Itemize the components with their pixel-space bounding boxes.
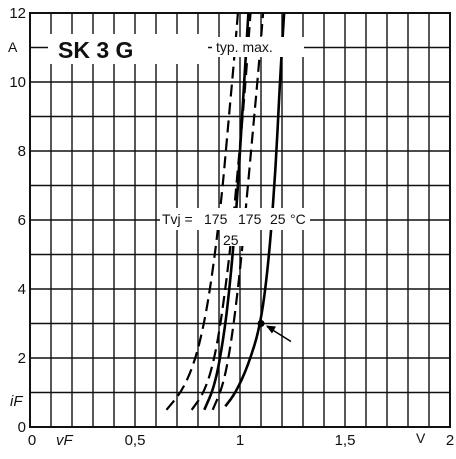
legend-temp-175-b: 175 xyxy=(238,211,262,227)
y-tick-bg xyxy=(2,418,28,436)
y-tick-label: 12 xyxy=(9,5,26,22)
legend-tvj-box xyxy=(160,208,310,230)
legend-temp-25-b: 25 xyxy=(223,232,239,248)
x-tick-label: 0,5 xyxy=(125,432,146,449)
y-tick-bg xyxy=(2,73,28,91)
y-axis-label: iF xyxy=(10,393,23,410)
y-unit-label: A xyxy=(8,39,18,55)
legend-tvj-label: Tvj = xyxy=(162,211,193,227)
plot-border xyxy=(29,12,451,428)
y-tick-bg xyxy=(2,211,28,229)
legend-temp-25-b-box xyxy=(220,230,246,246)
legend-header-box xyxy=(212,37,304,57)
y-tick-bg xyxy=(2,4,28,22)
annotation-group xyxy=(257,320,292,343)
x-tick-label: 0 xyxy=(28,432,36,449)
legend-header: typ. max. xyxy=(216,39,273,55)
operating-point-marker xyxy=(257,320,265,327)
series-curve-3 xyxy=(203,12,250,411)
x-tick-label: 1 xyxy=(236,432,244,449)
y-tick-label: 0 xyxy=(18,419,26,436)
y-tick-bg xyxy=(2,349,28,367)
y-tick-label: 6 xyxy=(18,212,26,229)
legend-unit: °C xyxy=(290,211,306,227)
series-curve-4 xyxy=(211,12,265,411)
x-tick-label: 2 xyxy=(446,432,454,449)
series-group xyxy=(165,12,286,411)
y-tick-bg xyxy=(2,280,28,298)
chart-title: SK 3 G xyxy=(58,37,133,63)
series-curve-2 xyxy=(190,12,252,411)
plot-frame xyxy=(29,12,451,428)
y-tick-bg xyxy=(2,142,28,160)
legend-temp-25-a: 25 xyxy=(270,211,286,227)
tick-labels: 0 2 4 6 8 10 12 0 0,5 1 1,5 2 xyxy=(2,4,454,449)
x-tick-label: 1,5 xyxy=(335,432,356,449)
y-tick-label: 8 xyxy=(18,143,26,160)
x-axis-label: vF xyxy=(56,432,74,449)
series-curve-1 xyxy=(165,12,239,411)
title-box xyxy=(48,34,208,64)
series-curve-5 xyxy=(224,12,286,408)
x-unit-label: V xyxy=(416,430,426,446)
y-tick-label: 4 xyxy=(18,281,26,298)
legend-temp-175-a: 175 xyxy=(204,211,228,227)
y-tick-label: 10 xyxy=(9,74,26,91)
annotation-arrow-head xyxy=(266,325,276,334)
y-tick-label: 2 xyxy=(18,350,26,367)
